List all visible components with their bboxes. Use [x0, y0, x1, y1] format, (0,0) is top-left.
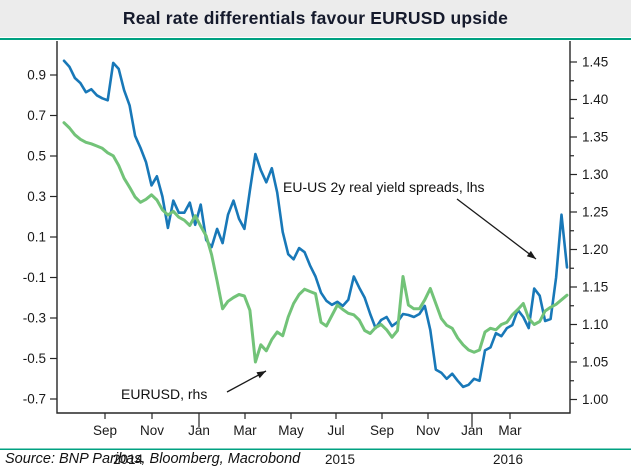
eurusd-arrow [226, 370, 267, 393]
axis-frame [56, 41, 571, 414]
right-axis-tick-label: 1.15 [582, 280, 608, 295]
left-axis-tick-label: -0.5 [23, 351, 46, 366]
source-attribution: Source: BNP Paribas, Bloomberg, Macrobon… [5, 451, 301, 467]
right-axis-tick-label: 1.35 [582, 130, 608, 145]
spread-series-annotation: EU-US 2y real yield spreads, lhs [283, 179, 485, 195]
right-axis-tick-label: 1.30 [582, 167, 608, 182]
bottom-teal-rule [0, 448, 631, 450]
top-teal-rule [0, 38, 631, 40]
chart-title: Real rate differentials favour EURUSD up… [122, 8, 509, 28]
x-axis-year-label: 2016 [493, 452, 523, 467]
right-axis-tick-label: 1.00 [582, 392, 608, 407]
right-axis-tick-label: 1.45 [582, 55, 608, 70]
x-axis-month-label: Mar [233, 423, 257, 438]
right-axis-tick-label: 1.05 [582, 355, 608, 370]
eurusd-series-annotation: EURUSD, rhs [121, 386, 208, 402]
right-axis-tick-label: 1.20 [582, 242, 608, 257]
x-axis-month-label: Nov [416, 423, 440, 438]
left-axis-tick-label: 0.9 [27, 68, 46, 83]
left-axis-tick-label: -0.1 [23, 270, 46, 285]
left-axis-tick-label: -0.7 [23, 392, 46, 407]
right-axis-tick-label: 1.10 [582, 317, 608, 332]
axis-ticks [50, 61, 577, 427]
x-axis-month-label: Sep [93, 423, 117, 438]
right-axis-tick-label: 1.40 [582, 92, 608, 107]
left-axis-tick-label: 0.5 [27, 149, 46, 164]
left-axis-tick-label: 0.7 [27, 108, 46, 123]
left-axis-tick-label: 0.1 [27, 230, 46, 245]
x-axis-month-label: Mar [498, 423, 522, 438]
right-axis-tick-label: 1.25 [582, 205, 608, 220]
x-axis-year-label: 2015 [325, 452, 355, 467]
x-axis-month-label: Jul [327, 423, 344, 438]
left-axis-tick-label: 0.3 [27, 189, 46, 204]
x-axis-month-label: Nov [140, 423, 164, 438]
x-axis-month-label: May [278, 423, 304, 438]
x-axis-month-label: Sep [370, 423, 394, 438]
left-axis-tick-label: -0.3 [23, 311, 46, 326]
chart-title-bar: Real rate differentials favour EURUSD up… [0, 0, 631, 37]
series-line-eu-us-2y-real-yield-spreads [62, 59, 569, 389]
x-axis-month-label: Jan [188, 423, 210, 438]
spread-arrow [456, 198, 537, 260]
x-axis-month-label: Jan [461, 423, 483, 438]
axis-tick-labels: 0.9 0.7 0.5 0.3 0.1 -0.1 -0.3 -0.5 -0.7 1.45 1.40 1… [23, 55, 609, 468]
x-axis-year-label: 2014 [113, 452, 144, 467]
series-line-eurusd [62, 121, 569, 364]
